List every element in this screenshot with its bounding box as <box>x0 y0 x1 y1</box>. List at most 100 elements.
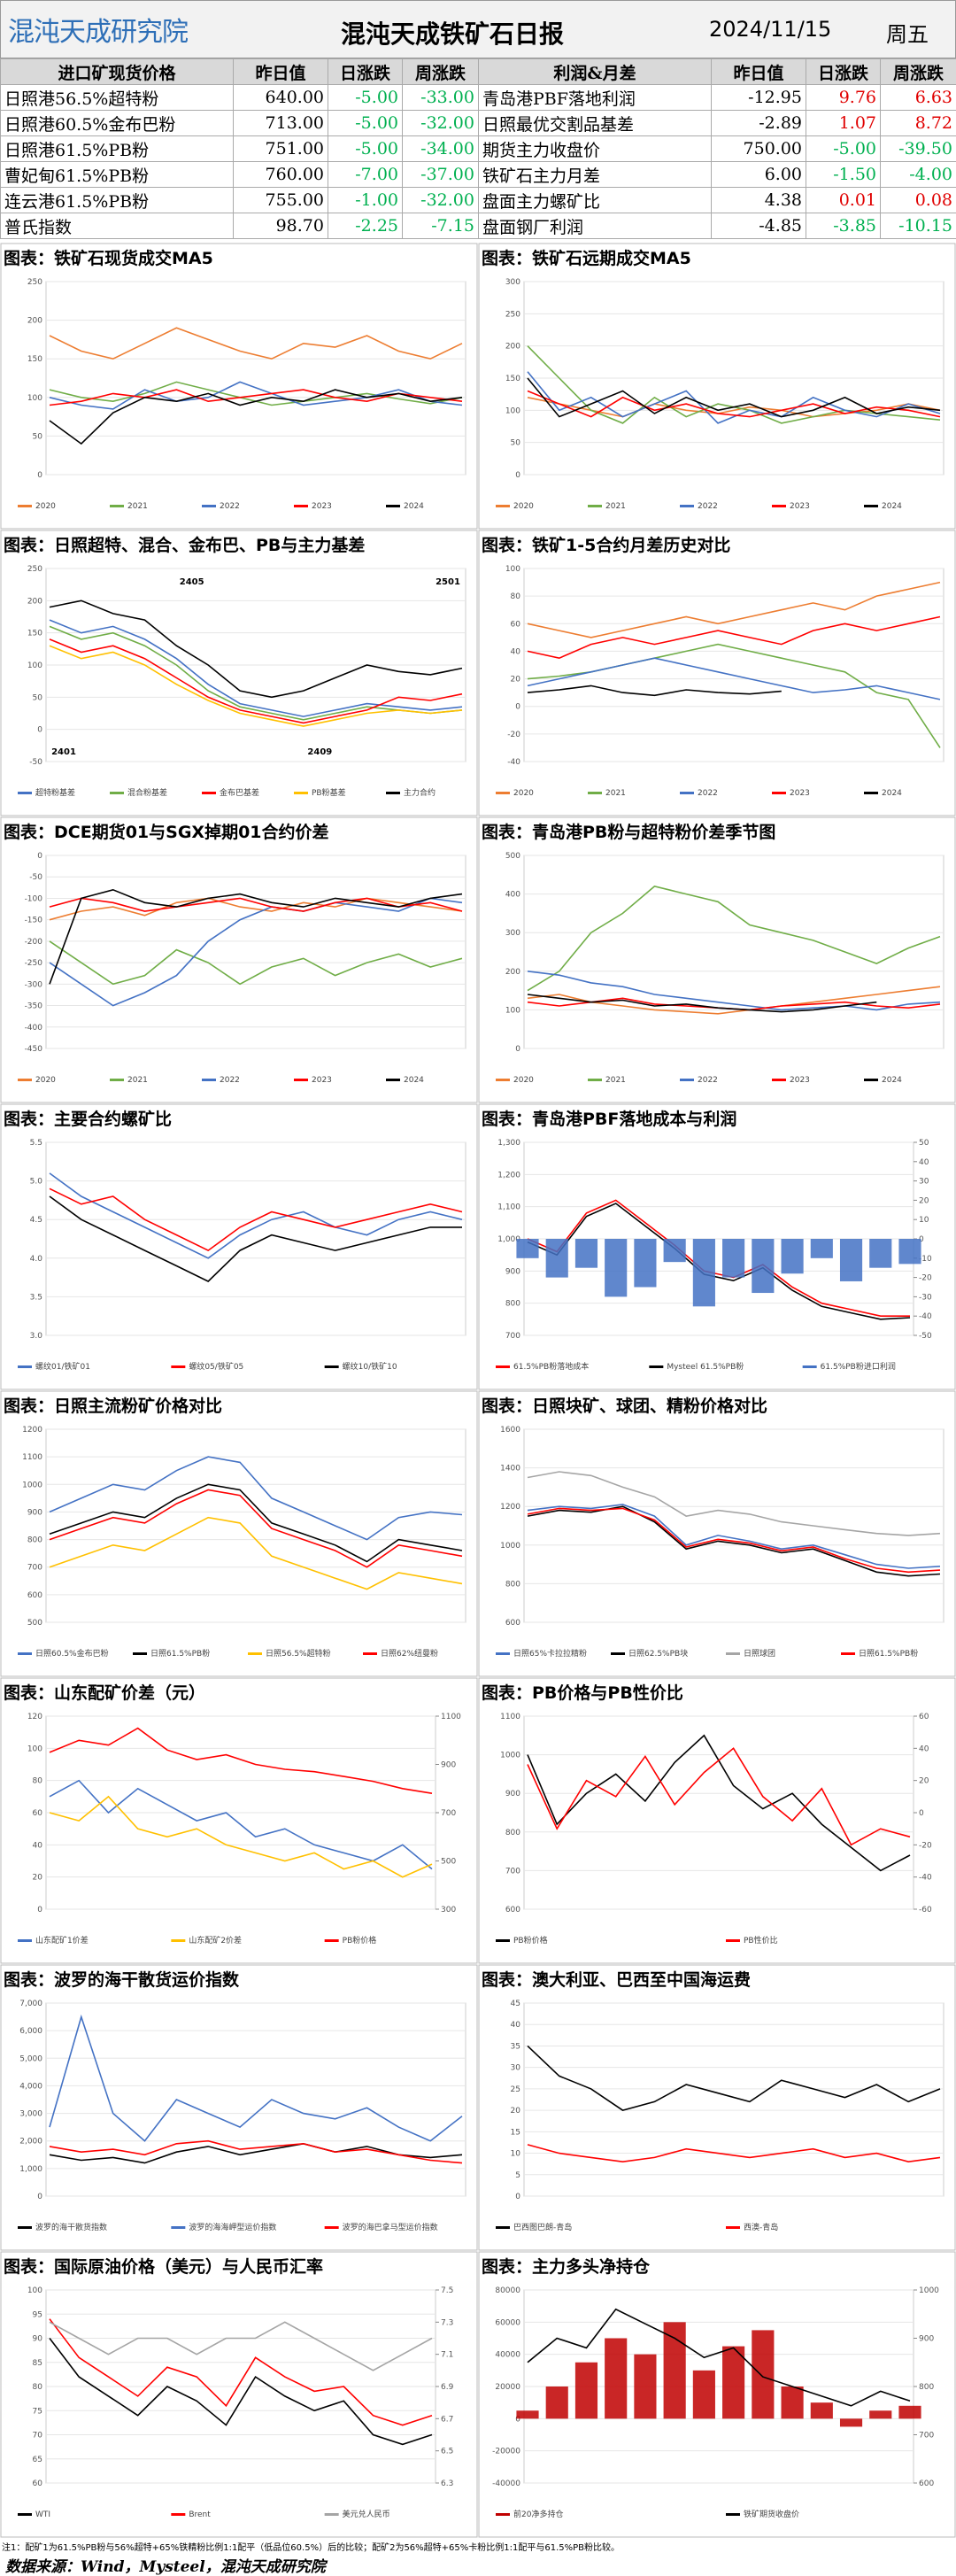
y-tick-label: 20 <box>511 2107 521 2116</box>
y2-tick-label: 50 <box>919 1139 929 1148</box>
price-table: 进口矿现货价格昨日值日涨跌周涨跌利润&月差昨日值日涨跌周涨跌日照港56.5%超特… <box>0 58 956 239</box>
y-tick-label: 0 <box>515 2193 520 2201</box>
panel <box>479 1678 955 1963</box>
table-cell: -7.00 <box>328 162 403 188</box>
panel <box>479 244 955 529</box>
legend-label: 巴西图巴朗-青岛 <box>513 2222 572 2232</box>
legend-swatch <box>588 792 602 794</box>
y-tick-label: 0 <box>37 2193 42 2201</box>
legend-label: 螺纹05/铁矿05 <box>189 1361 243 1372</box>
bar <box>664 2322 686 2418</box>
y-tick-label: 700 <box>27 1564 42 1573</box>
y-tick-label: 700 <box>505 1867 520 1876</box>
y-tick-label: 1100 <box>500 1713 520 1721</box>
legend-swatch <box>18 2226 32 2229</box>
legend-swatch <box>588 505 602 507</box>
y-tick-label: 1400 <box>500 1465 520 1474</box>
bar <box>546 1239 568 1278</box>
y-tick-label: 60 <box>511 620 521 629</box>
legend-label: 日照60.5%金布巴粉 <box>35 1648 109 1659</box>
y2-tick-label: 1000 <box>919 2286 939 2295</box>
table-cell: -5.00 <box>328 111 403 136</box>
bar <box>752 2330 774 2418</box>
legend-label: 混合粉基差 <box>127 787 167 798</box>
table-cell: -10.15 <box>881 213 956 239</box>
y-tick-label: 1000 <box>500 1542 520 1551</box>
legend-label: 2020 <box>513 1076 534 1085</box>
legend-label: PB粉价格 <box>343 1935 377 1946</box>
panel <box>1 817 477 1102</box>
legend-label: 2024 <box>882 1076 902 1085</box>
legend-swatch <box>18 1652 32 1655</box>
legend-label: 超特粉基差 <box>35 787 75 798</box>
legend-label: 波罗的海干散货指数 <box>35 2222 107 2232</box>
y-tick-label: 800 <box>505 1580 520 1589</box>
y-tick-label: 600 <box>505 1619 520 1628</box>
legend-label: 2023 <box>790 1076 810 1085</box>
table-cell: 1.07 <box>806 111 881 136</box>
legend-swatch <box>864 505 878 507</box>
table-cell: 铁矿石主力月差 <box>479 162 712 188</box>
y-tick-label: 100 <box>27 1744 42 1753</box>
chart-title: 图表：日照超特、混合、金布巴、PB与主力基差 <box>4 535 365 555</box>
bar <box>722 1239 744 1278</box>
y-tick-label: 0 <box>37 852 42 861</box>
legend-label: WTI <box>35 2510 50 2519</box>
y2-tick-label: -40 <box>919 1874 932 1883</box>
table-cell: -32.00 <box>403 111 479 136</box>
annotation: 2405 <box>180 577 204 587</box>
bar <box>869 1239 891 1268</box>
source: 数据来源：Wind，Mysteel，混沌天成研究院 <box>5 2554 326 2576</box>
legend-swatch <box>294 505 308 507</box>
chart-title: 图表：铁矿1-5合约月差历史对比 <box>482 535 730 555</box>
y-tick-label: 2,000 <box>19 2138 42 2147</box>
y-tick-label: 0 <box>515 703 520 712</box>
y-tick-label: -450 <box>25 1045 43 1054</box>
legend-label: 西澳-青岛 <box>744 2222 778 2232</box>
y2-tick-label: 30 <box>919 1178 929 1187</box>
y-tick-label: 15 <box>511 2128 520 2137</box>
legend-swatch <box>171 2226 185 2229</box>
y-tick-label: 4.5 <box>30 1216 42 1225</box>
panel <box>479 530 955 816</box>
legend-label: 2020 <box>35 502 56 511</box>
legend-label: 2021 <box>605 1076 626 1085</box>
table-cell: 750.00 <box>712 136 806 162</box>
legend-swatch <box>363 1652 377 1655</box>
table-cell: 6.00 <box>712 162 806 188</box>
y-tick-label: 5,000 <box>19 2054 42 2063</box>
table-cell: -34.00 <box>403 136 479 162</box>
bar <box>782 2386 804 2418</box>
legend-label: 2023 <box>312 502 332 511</box>
y2-tick-label: 800 <box>919 2383 934 2392</box>
y2-tick-label: 600 <box>919 2479 934 2488</box>
legend-label: 铁矿期货收盘价 <box>744 2509 799 2519</box>
y-tick-label: 0 <box>515 471 520 480</box>
table-cell: 曹妃甸61.5%PB粉 <box>1 162 234 188</box>
y-tick-label: 50 <box>33 693 43 702</box>
legend-label: 2022 <box>698 789 718 798</box>
y-tick-label: 250 <box>505 310 520 319</box>
y2-tick-label: 500 <box>441 1858 456 1867</box>
table-cell: 连云港61.5%PB粉 <box>1 188 234 213</box>
legend-swatch <box>110 792 124 794</box>
legend-label: 螺纹10/铁矿10 <box>343 1361 397 1372</box>
y-tick-label: 65 <box>33 2456 42 2464</box>
table-cell: 713.00 <box>234 111 328 136</box>
legend-label: 2023 <box>790 789 810 798</box>
y-tick-label: 50 <box>33 432 43 441</box>
y-tick-label: -250 <box>25 959 43 968</box>
y2-tick-label: 6.3 <box>441 2479 453 2488</box>
y-tick-label: 100 <box>505 1006 520 1015</box>
y2-tick-label: 700 <box>919 2432 934 2441</box>
y-tick-label: 1000 <box>500 1752 520 1760</box>
y-tick-label: 3.5 <box>30 1293 42 1302</box>
bar <box>693 1239 715 1306</box>
panel <box>1 1678 477 1963</box>
legend-label: 61.5%PB粉进口利润 <box>821 1361 896 1372</box>
bar <box>898 1239 921 1264</box>
y-tick-label: 1,000 <box>19 2165 42 2174</box>
